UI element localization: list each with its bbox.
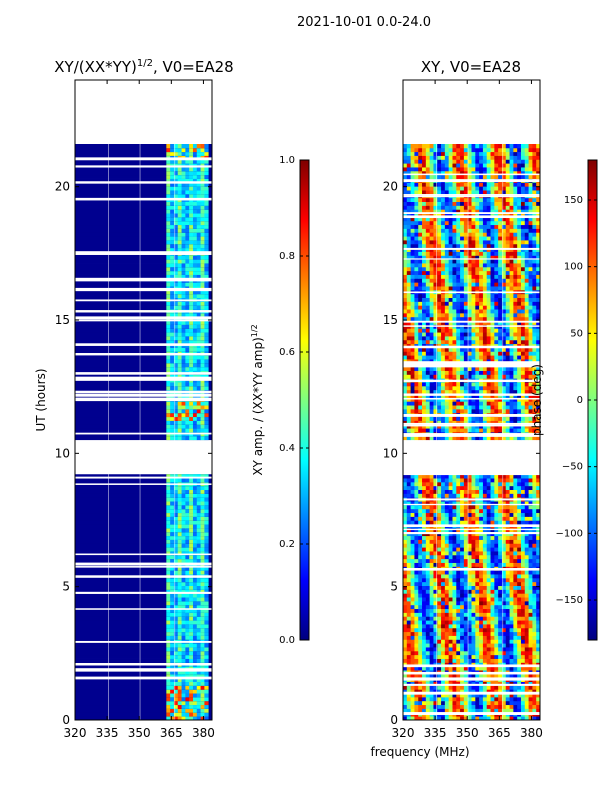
colorbar1-label-exp: 1/2 bbox=[250, 324, 259, 337]
colorbar-tick-label: 50 bbox=[570, 328, 583, 339]
x-tick-label: 350 bbox=[456, 726, 479, 740]
panel1-title-exp: 1/2 bbox=[137, 58, 153, 69]
panel1-heatmap bbox=[75, 144, 212, 720]
y-tick-label: 10 bbox=[55, 446, 70, 460]
y-tick-label: 15 bbox=[55, 313, 70, 327]
y-tick-label: 20 bbox=[55, 180, 70, 194]
x-tick-label: 365 bbox=[160, 726, 183, 740]
panel2-title: XY, V0=EA28 bbox=[421, 58, 521, 76]
figure-title: 2021-10-01 0.0-24.0 bbox=[297, 15, 431, 30]
colorbar-tick-label: 100 bbox=[564, 262, 583, 273]
panel2-ticks: 320 335 350 365 380 0 5 10 15 20 bbox=[383, 80, 543, 740]
panel2-frame bbox=[402, 79, 541, 721]
y-axis-label: UT (hours) bbox=[34, 368, 48, 431]
colorbar-tick-label: 150 bbox=[564, 195, 583, 206]
colorbar-tick-label: 0.8 bbox=[279, 251, 295, 262]
panel1-ticks: 320 335 350 365 380 0 5 10 15 20 bbox=[55, 80, 215, 740]
x-tick-label: 365 bbox=[488, 726, 511, 740]
panel1-title-rest: , V0=EA28 bbox=[153, 58, 234, 76]
panel1-frame bbox=[74, 79, 213, 721]
colorbar2-ticks: −150 −100 −50 0 50 100 150 bbox=[556, 195, 597, 606]
panel1-title-main: XY/(XX*YY) bbox=[54, 58, 137, 76]
x-tick-label: 380 bbox=[520, 726, 543, 740]
x-tick-label: 320 bbox=[392, 726, 415, 740]
colorbar-tick-label: 1.0 bbox=[279, 155, 295, 166]
colorbar1-ticks: 0.0 0.2 0.4 0.6 0.8 1.0 bbox=[279, 155, 309, 646]
y-tick-label: 20 bbox=[383, 180, 398, 194]
x-tick-label: 350 bbox=[128, 726, 151, 740]
colorbar2-label: phase (deg) bbox=[530, 364, 544, 436]
y-tick-label: 10 bbox=[383, 446, 398, 460]
panel1-title: XY/(XX*YY)1/2, V0=EA28 bbox=[54, 58, 233, 76]
y-tick-label: 5 bbox=[390, 580, 398, 594]
y-tick-label: 5 bbox=[62, 580, 70, 594]
colorbar-tick-label: −50 bbox=[562, 462, 583, 473]
colorbar-tick-label: 0.0 bbox=[279, 635, 295, 646]
panel2-heatmap bbox=[403, 144, 540, 720]
y-tick-label: 0 bbox=[390, 713, 398, 727]
colorbar-tick-label: 0.2 bbox=[279, 539, 295, 550]
x-tick-label: 335 bbox=[96, 726, 119, 740]
colorbar-tick-label: −100 bbox=[556, 528, 583, 539]
y-tick-label: 15 bbox=[383, 313, 398, 327]
colorbar1 bbox=[299, 159, 310, 641]
colorbar-tick-label: 0.6 bbox=[279, 347, 295, 358]
y-tick-label: 0 bbox=[62, 713, 70, 727]
colorbar-tick-label: 0 bbox=[577, 395, 583, 406]
colorbar1-label-main: XY amp. / (XX*YY amp) bbox=[251, 337, 265, 475]
colorbar1-label: XY amp. / (XX*YY amp)1/2 bbox=[250, 324, 265, 475]
x-tick-label: 320 bbox=[64, 726, 87, 740]
x-tick-label: 380 bbox=[192, 726, 215, 740]
colorbar-tick-label: −150 bbox=[556, 595, 583, 606]
colorbar-tick-label: 0.4 bbox=[279, 443, 295, 454]
x-tick-label: 335 bbox=[424, 726, 447, 740]
x-axis-label: frequency (MHz) bbox=[370, 745, 469, 759]
